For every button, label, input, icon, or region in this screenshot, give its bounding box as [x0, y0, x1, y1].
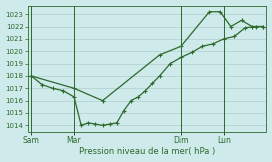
X-axis label: Pression niveau de la mer( hPa ): Pression niveau de la mer( hPa ) — [79, 147, 215, 156]
